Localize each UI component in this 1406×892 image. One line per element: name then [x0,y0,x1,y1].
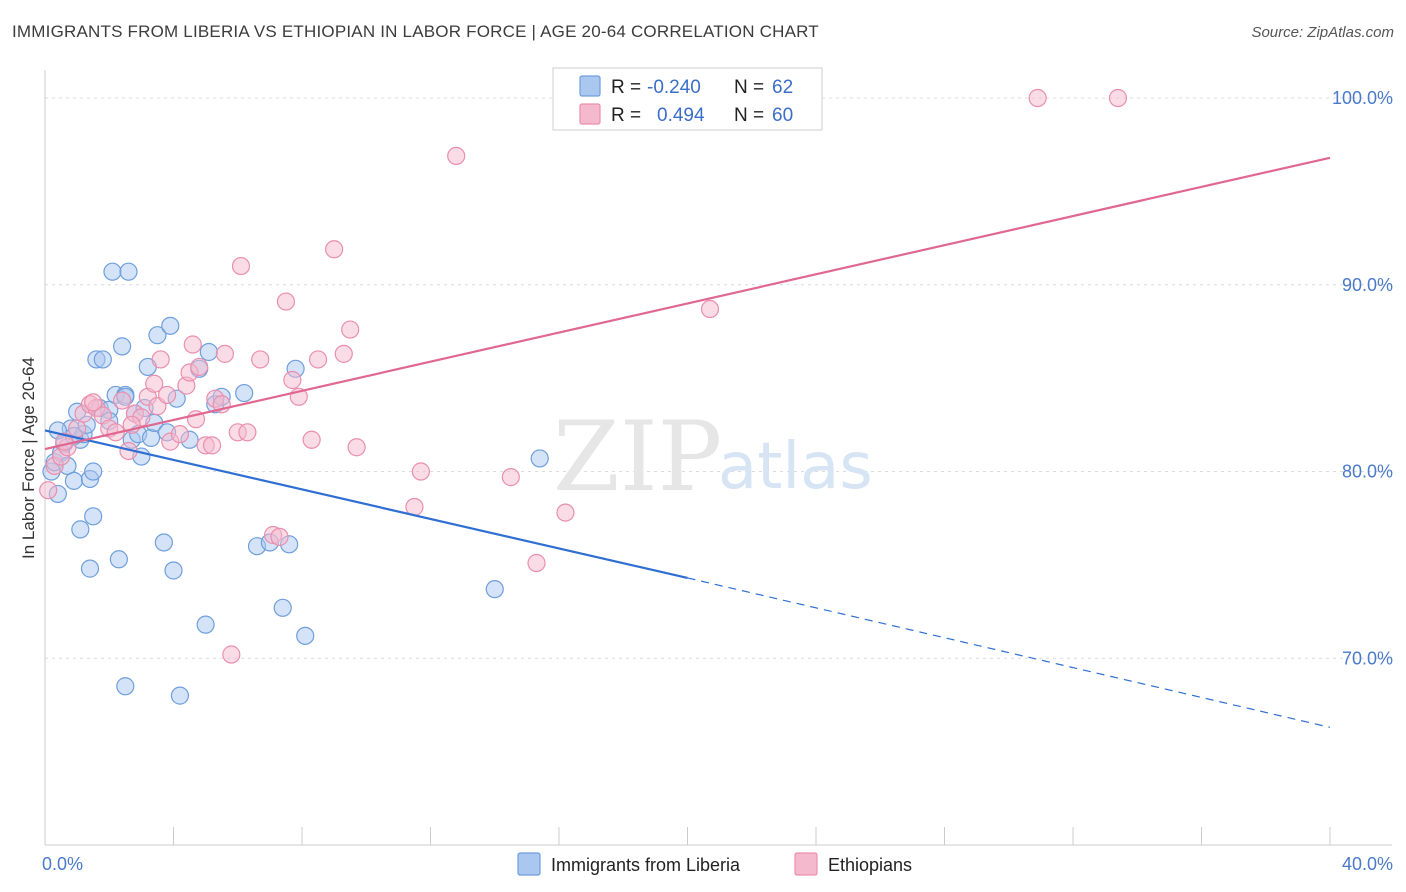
ethiopians-point-50 [447,146,466,166]
liberia-point-21 [112,337,132,356]
ethiopians-point-36 [251,350,270,369]
ethiopians-point-39 [276,292,296,311]
liberia-point-23 [119,262,138,281]
liberia-point-41 [196,615,215,634]
ethiopians-point-54 [700,299,720,319]
legend-n-value-liberia: 62 [772,77,793,98]
y-tick-label-1: 80.0% [1342,462,1393,482]
chart-title: IMMIGRANTS FROM LIBERIA VS ETHIOPIAN IN … [12,22,819,41]
ethiopians-point-26 [190,357,209,377]
ethiopians-point-57 [84,393,103,412]
bottom-legend-label-liberia: Immigrants from Liberia [551,855,741,875]
trend-line-ethiopians [44,156,1331,451]
ethiopians-point-18 [151,350,170,369]
axes [44,70,1392,846]
liberia-point-16 [93,350,112,369]
trend-line-liberia-extension [687,577,1331,728]
liberia-point-7 [64,471,84,490]
series-liberia-points [42,262,549,705]
ethiopians-point-0 [39,481,58,500]
ethiopians-point-31 [215,344,234,363]
bottom-legend-label-ethiopians: Ethiopians [828,855,912,875]
liberia-point-36 [164,561,183,580]
ethiopians-point-52 [527,553,546,573]
ethiopians-point-49 [411,462,430,481]
y-tick-label-0: 70.0% [1342,648,1393,668]
liberia-point-45 [235,383,254,403]
watermark: ZIP atlas [553,401,873,513]
liberia-point-48 [273,598,292,617]
ethiopians-point-55 [1028,88,1047,108]
series-legend: Immigrants from Liberia Ethiopians [517,852,912,876]
gridlines [45,97,1392,659]
legend-n-value-ethiopians: 60 [772,105,793,126]
liberia-point-61 [71,520,90,539]
ethiopians-point-16 [145,374,164,393]
legend-r-value-ethiopians: 0.494 [657,105,705,126]
liberia-point-42 [199,342,218,362]
correlation-legend: R = -0.240 N = 62 R = 0.494 N = 60 [552,67,823,131]
ethiopians-point-43 [308,350,328,369]
tick-labels: 70.0% 80.0% 90.0% 100.0% 0.0% 40.0% [42,88,1393,874]
legend-n-label-ethiopians: N = [734,105,764,126]
legend-r-label-ethiopians: R = [611,105,641,126]
ethiopians-point-19 [157,385,177,405]
liberia-point-30 [141,428,161,447]
liberia-point-32 [148,326,167,345]
liberia-point-52 [80,559,100,578]
ethiopians-point-21 [170,425,190,444]
legend-r-label-liberia: R = [611,77,641,98]
ethiopians-point-46 [341,320,360,339]
legend-n-label-liberia: N = [734,77,764,98]
ethiopians-point-51 [501,468,520,487]
watermark-atlas: atlas [718,430,873,504]
ethiopians-point-24 [183,335,202,354]
ethiopians-point-40 [283,370,302,390]
liberia-point-38 [170,686,190,705]
bottom-legend-swatch-liberia [517,852,541,876]
bottom-legend-swatch-ethiopians [794,852,818,876]
x-tick-label-1: 40.0% [1342,854,1393,874]
ethiopians-point-11 [112,391,132,410]
trend-lines [44,156,1331,728]
series-ethiopians-points [39,88,1128,664]
liberia-point-20 [109,550,128,569]
ethiopians-point-42 [302,430,321,449]
liberia-point-33 [154,533,173,552]
liberia-point-35 [161,316,180,335]
legend-swatch-ethiopians [579,103,601,125]
ethiopians-point-44 [325,240,344,259]
ethiopians-point-56 [1108,88,1128,108]
ethiopians-point-34 [231,256,251,276]
liberia-point-18 [103,262,122,281]
chart-source: Source: ZipAtlas.com [1251,24,1394,41]
liberia-point-59 [485,580,504,599]
liberia-point-60 [530,449,549,468]
liberia-point-56 [84,507,103,526]
legend-r-value-liberia: -0.240 [647,77,701,98]
ethiopians-point-45 [334,344,353,363]
ethiopians-point-38 [270,527,289,546]
ethiopians-point-32 [222,645,241,664]
trend-line-liberia [44,429,688,580]
ethiopians-point-53 [556,503,575,522]
y-axis-label: In Labor Force | Age 20-64 [19,357,38,559]
watermark-zip: ZIP [553,401,722,513]
legend-swatch-liberia [579,75,601,97]
ethiopians-point-35 [238,423,257,442]
y-tick-label-2: 90.0% [1342,275,1393,295]
x-tick-label-0: 0.0% [42,854,83,874]
liberia-point-13 [84,462,103,481]
liberia-point-51 [296,626,315,645]
ethiopians-point-47 [347,438,366,457]
liberia-point-53 [116,677,135,696]
y-tick-label-3: 100.0% [1332,88,1393,108]
ethiopians-point-28 [202,436,222,455]
